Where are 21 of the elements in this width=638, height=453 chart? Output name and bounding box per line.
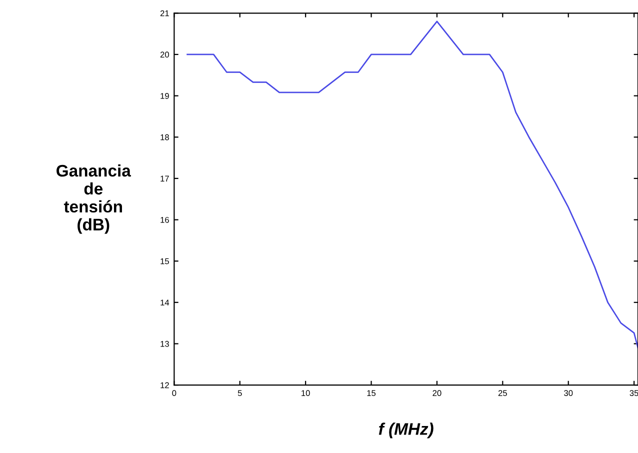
x-tick-label: 35: [630, 390, 638, 396]
y-tick-label: 12: [160, 382, 169, 388]
y-tick-label: 15: [160, 258, 169, 264]
y-tick-label: 19: [160, 92, 169, 99]
y-tick-label: 20: [160, 52, 169, 58]
x-tick-label: 5: [238, 390, 242, 396]
y-tick-label: 18: [160, 134, 169, 140]
x-tick-label: 25: [498, 390, 507, 396]
y-tick-label: 17: [160, 176, 169, 182]
x-tick-label: 30: [564, 390, 573, 396]
x-tick-label: 0: [172, 390, 176, 396]
y-tick-label: 21: [160, 10, 169, 16]
x-tick-label: 10: [302, 390, 310, 396]
line-series: [186, 20, 638, 349]
y-tick-label: 16: [160, 216, 169, 223]
x-axis-title: f (MHz): [378, 422, 434, 438]
y-axis-title: Ganancia de tensión (dB): [56, 164, 132, 234]
x-tick-label: 15: [367, 390, 376, 396]
y-tick-label: 13: [160, 340, 169, 347]
x-tick-label: 20: [432, 390, 442, 396]
y-tick-label: 14: [160, 300, 170, 306]
